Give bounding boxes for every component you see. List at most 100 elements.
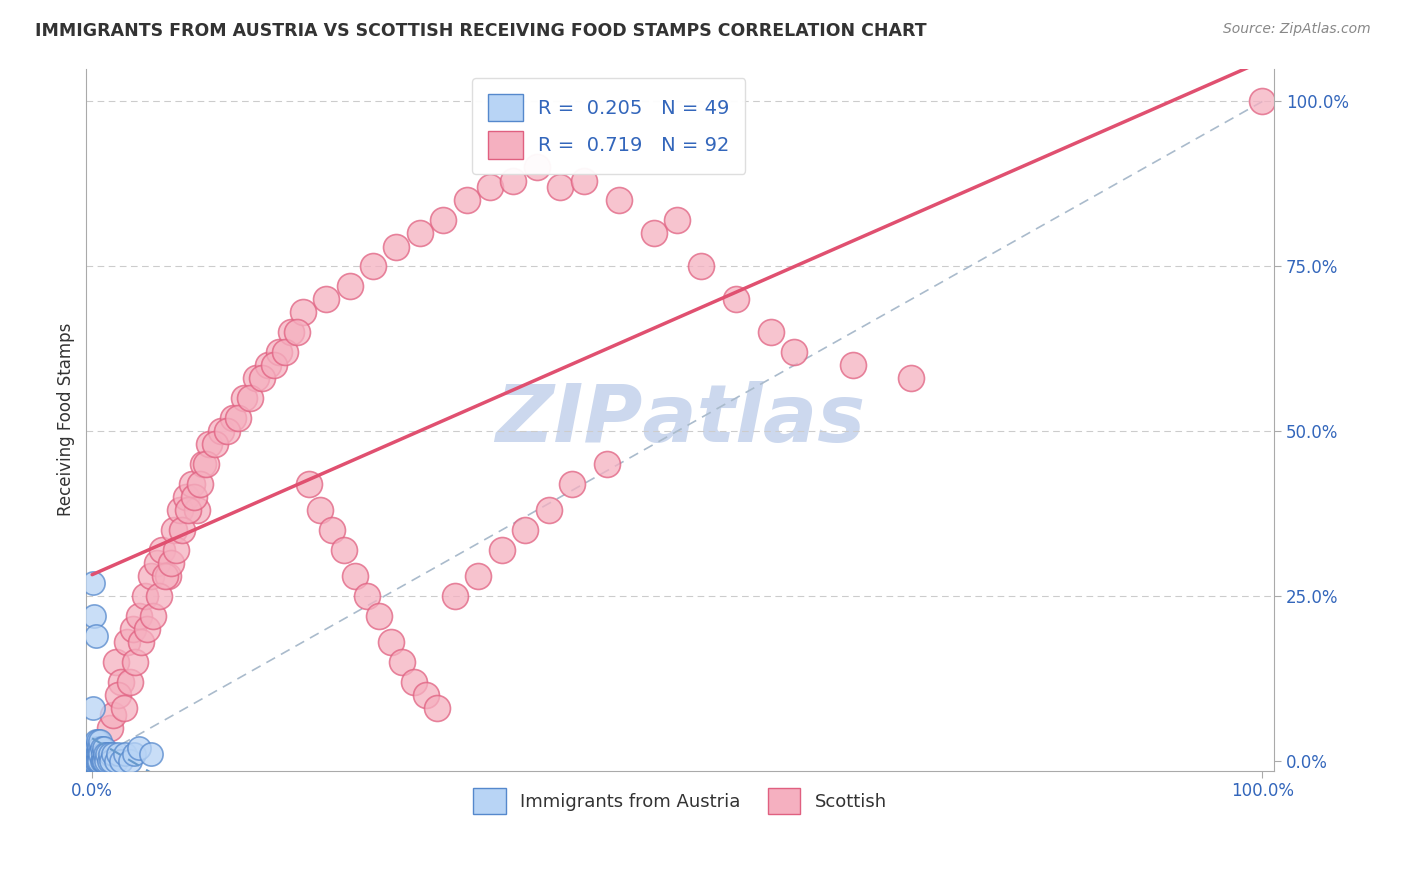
Point <box>344 569 367 583</box>
Point <box>96 754 118 768</box>
Point <box>188 476 211 491</box>
Point <box>86 754 108 768</box>
Point <box>87 754 110 768</box>
Point <box>139 747 162 762</box>
Point <box>356 589 378 603</box>
Point <box>103 707 125 722</box>
Point <box>180 476 202 491</box>
Point <box>118 754 141 768</box>
Point <box>537 503 560 517</box>
Point <box>159 556 181 570</box>
Point <box>89 747 111 762</box>
Point <box>153 569 176 583</box>
Point <box>110 674 132 689</box>
Point <box>548 180 571 194</box>
Point <box>245 371 267 385</box>
Point <box>107 747 129 762</box>
Point <box>361 260 384 274</box>
Point <box>157 569 180 583</box>
Point <box>84 734 107 748</box>
Point <box>415 688 437 702</box>
Point <box>117 635 139 649</box>
Text: Source: ZipAtlas.com: Source: ZipAtlas.com <box>1223 22 1371 37</box>
Point <box>100 754 122 768</box>
Point <box>150 542 173 557</box>
Point <box>118 674 141 689</box>
Point <box>186 503 208 517</box>
Point <box>321 523 343 537</box>
Point <box>193 457 215 471</box>
Point <box>84 740 107 755</box>
Point <box>86 740 108 755</box>
Point <box>87 734 110 748</box>
Point <box>215 424 238 438</box>
Point <box>409 227 432 241</box>
Point <box>112 701 135 715</box>
Point <box>82 701 104 715</box>
Point <box>842 358 865 372</box>
Point <box>142 608 165 623</box>
Point <box>402 674 425 689</box>
Point <box>183 490 205 504</box>
Point <box>315 293 337 307</box>
Point <box>169 503 191 517</box>
Point <box>491 542 513 557</box>
Point <box>177 503 200 517</box>
Point <box>759 325 782 339</box>
Point <box>89 747 111 762</box>
Point <box>250 371 273 385</box>
Point <box>104 655 127 669</box>
Point <box>83 747 105 762</box>
Point <box>93 740 115 755</box>
Point <box>124 655 146 669</box>
Point <box>689 260 711 274</box>
Point <box>204 437 226 451</box>
Point <box>274 345 297 359</box>
Point <box>479 180 502 194</box>
Point <box>83 608 105 623</box>
Point <box>82 754 104 768</box>
Point <box>385 239 408 253</box>
Point <box>513 523 536 537</box>
Point <box>89 740 111 755</box>
Point <box>97 754 120 768</box>
Point <box>198 437 221 451</box>
Point <box>122 747 145 762</box>
Point <box>221 411 243 425</box>
Point <box>128 608 150 623</box>
Point <box>165 542 187 557</box>
Point <box>139 569 162 583</box>
Point <box>107 688 129 702</box>
Point <box>502 173 524 187</box>
Point <box>83 754 105 768</box>
Point <box>110 754 132 768</box>
Point <box>1251 95 1274 109</box>
Point <box>83 740 105 755</box>
Point <box>82 754 104 768</box>
Point <box>84 628 107 642</box>
Point <box>172 523 194 537</box>
Point <box>561 476 583 491</box>
Point <box>83 754 105 768</box>
Point <box>332 542 354 557</box>
Point <box>103 747 125 762</box>
Point <box>104 754 127 768</box>
Point <box>93 754 115 768</box>
Point <box>94 747 117 762</box>
Point <box>91 754 114 768</box>
Point <box>134 589 156 603</box>
Point <box>82 754 104 768</box>
Point <box>380 635 402 649</box>
Point <box>298 476 321 491</box>
Point <box>87 747 110 762</box>
Text: IMMIGRANTS FROM AUSTRIA VS SCOTTISH RECEIVING FOOD STAMPS CORRELATION CHART: IMMIGRANTS FROM AUSTRIA VS SCOTTISH RECE… <box>35 22 927 40</box>
Legend: Immigrants from Austria, Scottish: Immigrants from Austria, Scottish <box>463 778 897 825</box>
Point <box>432 213 454 227</box>
Y-axis label: Receiving Food Stamps: Receiving Food Stamps <box>58 323 75 516</box>
Point <box>84 747 107 762</box>
Point <box>83 747 105 762</box>
Point <box>724 293 747 307</box>
Point <box>900 371 922 385</box>
Point <box>89 754 111 768</box>
Point <box>269 345 291 359</box>
